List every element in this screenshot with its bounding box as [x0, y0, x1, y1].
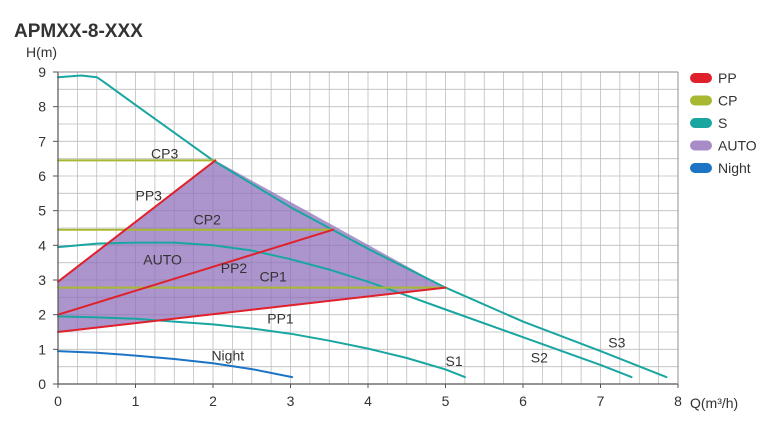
y-tick-label-2: 2	[38, 307, 46, 323]
series-layer	[57, 74, 668, 379]
x-tick-label-8: 8	[674, 393, 682, 409]
y-tick-label-6: 6	[38, 168, 46, 184]
x-tick-label-4: 4	[364, 393, 372, 409]
label-cp1: CP1	[260, 269, 287, 285]
series-line-night	[57, 350, 294, 379]
y-tick-label-7: 7	[38, 133, 46, 149]
y-tick-label-9: 9	[38, 64, 46, 80]
legend-label-night: Night	[718, 160, 751, 176]
chart-title: APMXX-8-XXX	[14, 21, 143, 42]
series-line-pp3	[57, 159, 217, 283]
x-tick-label-7: 7	[597, 393, 605, 409]
legend-swatch-s	[690, 118, 712, 128]
auto-region	[58, 160, 446, 332]
x-tick-label-2: 2	[209, 393, 217, 409]
label-s1: S1	[446, 353, 463, 369]
x-tick-label-5: 5	[442, 393, 450, 409]
label-night: Night	[211, 347, 244, 363]
legend: PP CP S AUTO Night	[690, 70, 757, 176]
series-line-pp2	[57, 228, 335, 316]
x-tick-label-3: 3	[287, 393, 295, 409]
label-pp1: PP1	[267, 310, 294, 326]
legend-label-pp: PP	[718, 70, 737, 86]
label-s3: S3	[608, 335, 625, 351]
legend-swatch-auto	[690, 140, 712, 151]
series-line-s1	[57, 315, 466, 379]
y-tick-label-1: 1	[38, 341, 46, 357]
y-tick-label-0: 0	[38, 376, 46, 392]
x-tick-label-0: 0	[54, 393, 62, 409]
label-cp3: CP3	[151, 146, 178, 162]
auto-region-layer	[58, 160, 446, 332]
legend-label-s: S	[718, 115, 727, 131]
y-tick-label-3: 3	[38, 272, 46, 288]
y-axis-label: H(m)	[26, 44, 57, 60]
series-line-pp1	[57, 286, 447, 333]
label-auto: AUTO	[143, 251, 182, 267]
x-tick-label-6: 6	[519, 393, 527, 409]
x-tick-label-1: 1	[132, 393, 140, 409]
y-tick-label-8: 8	[38, 99, 46, 115]
legend-label-auto: AUTO	[718, 138, 757, 154]
x-axis-label: Q(m³/h)	[690, 395, 738, 411]
label-s2: S2	[531, 350, 548, 366]
series-line-s3	[57, 74, 668, 379]
legend-swatch-cp	[690, 95, 712, 106]
tick-labels: 0 1 2 3 4 5 6 7 8 0 1 2 3 4 5 6 7 8 9	[38, 64, 682, 409]
legend-swatch-pp	[690, 73, 712, 83]
legend-swatch-night	[690, 163, 712, 173]
legend-label-cp: CP	[718, 93, 737, 109]
series-line-s2	[57, 241, 633, 379]
y-tick-label-5: 5	[38, 203, 46, 219]
label-pp2: PP2	[221, 260, 248, 276]
series-labels: CP3 PP3 CP2 AUTO PP2 CP1 PP1 Night S1 S2 S3	[136, 146, 626, 369]
label-cp2: CP2	[194, 212, 221, 228]
y-tick-label-4: 4	[38, 237, 46, 253]
label-pp3: PP3	[136, 187, 163, 203]
